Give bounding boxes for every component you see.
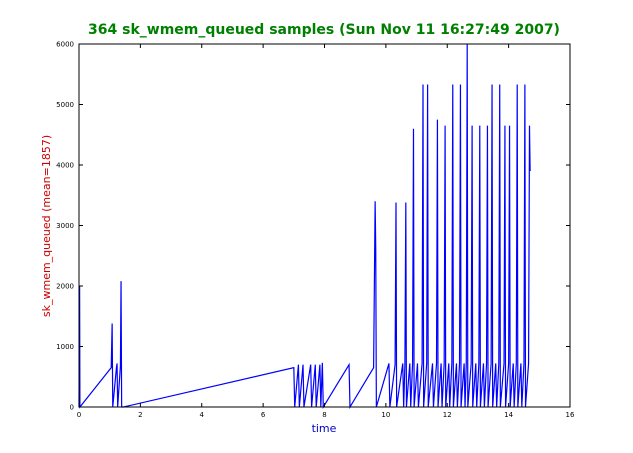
y-tick-label: 0 (70, 404, 74, 412)
y-tick-label: 3000 (56, 222, 74, 230)
x-tick-label: 8 (322, 411, 326, 419)
x-tick-label: 2 (138, 411, 142, 419)
y-tick-label: 6000 (56, 41, 74, 49)
y-tick-label: 4000 (56, 162, 74, 170)
plot-area (78, 43, 531, 410)
y-tick-label: 2000 (56, 283, 74, 291)
x-tick-label: 10 (381, 411, 390, 419)
x-axis-label: time (312, 422, 337, 435)
x-tick-label: 12 (443, 411, 452, 419)
chart-title: 364 sk_wmem_queued samples (Sun Nov 11 1… (88, 22, 560, 38)
axis-ticks: 0 2 4 6 8 10 12 14 16 0 1000 2000 3000 4000 5000 6000 (56, 41, 575, 420)
x-tick-label: 4 (200, 411, 205, 419)
y-axis-label: sk_wmem_queued (mean=1857) (40, 135, 53, 317)
x-tick-label: 6 (261, 411, 266, 419)
x-tick-label: 14 (504, 411, 513, 419)
x-tick-label: 0 (77, 411, 81, 419)
series-line (78, 43, 531, 410)
y-tick-label: 5000 (56, 101, 74, 109)
y-tick-label: 1000 (56, 343, 74, 351)
plot-frame (78, 43, 571, 408)
x-tick-label: 16 (566, 411, 575, 419)
